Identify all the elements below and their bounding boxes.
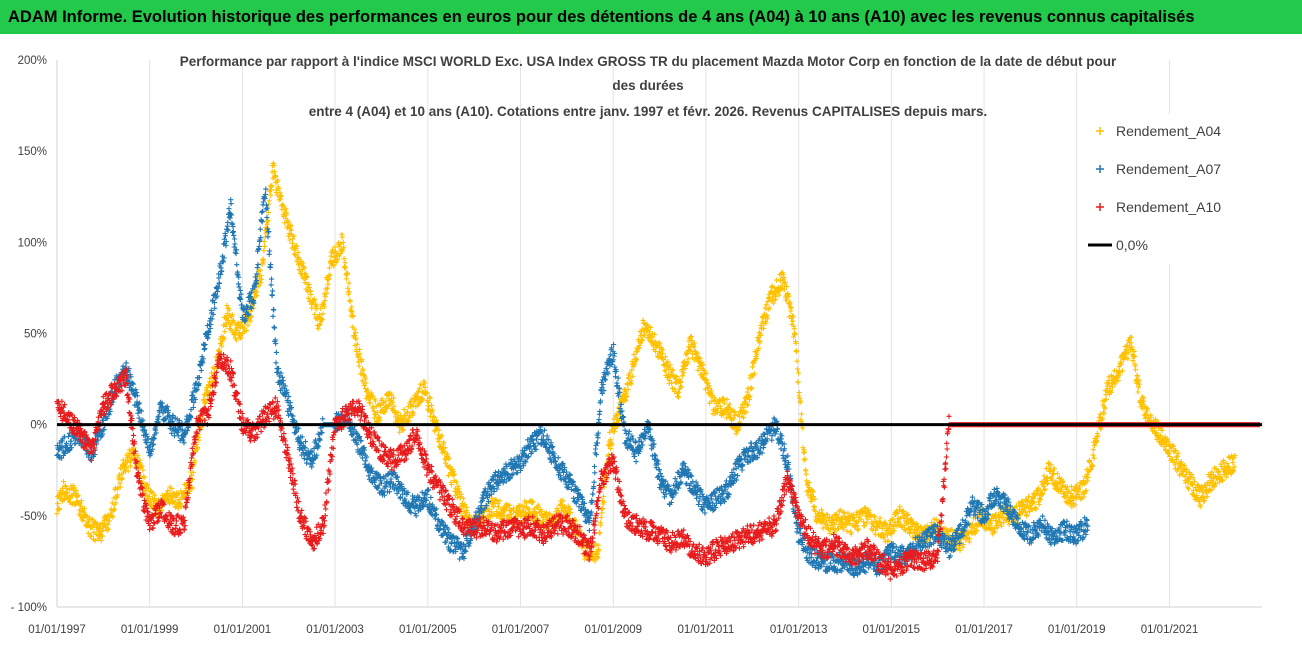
x-tick-labels: 01/01/1997 01/01/1999 01/01/2001 01/01/2003… — [28, 624, 1198, 636]
x-tick-label: 01/01/2001 — [214, 624, 272, 636]
legend-label: Rendement_A07 — [1116, 161, 1221, 177]
legend-label: Rendement_A04 — [1116, 123, 1221, 139]
x-tick-label: 01/01/2011 — [678, 624, 735, 636]
x-tick-label: 01/01/2009 — [584, 624, 642, 636]
legend: Rendement_A04 Rendement_A07 Rendement_A10 0… — [1080, 114, 1260, 264]
x-tick-label: 01/01/2005 — [399, 624, 457, 636]
y-tick-label: 150% — [18, 146, 47, 158]
legend-item: Rendement_A04 — [1096, 123, 1221, 139]
chart-title-line-3: entre 4 (A04) et 10 ans (A10). Cotations… — [309, 104, 988, 119]
x-tick-label: 01/01/2021 — [1141, 624, 1199, 636]
legend-plus-marker — [1096, 127, 1104, 135]
legend-item: Rendement_A07 — [1096, 161, 1221, 177]
chart-title-line-1: Performance par rapport à l'indice MSCI … — [180, 54, 1117, 69]
y-tick-label: - 100% — [11, 602, 47, 614]
legend-plus-marker — [1096, 165, 1104, 173]
gridlines — [56, 60, 1170, 607]
chart-title-line-2: des durées — [612, 78, 683, 93]
legend-label: 0,0% — [1116, 237, 1148, 253]
legend-item: 0,0% — [1088, 237, 1148, 253]
series-layer — [54, 160, 1263, 582]
y-tick-label: 0% — [30, 420, 47, 432]
chart: Performance par rapport à l'indice MSCI … — [11, 54, 1263, 636]
legend-item: Rendement_A10 — [1096, 199, 1221, 215]
x-tick-label: 01/01/2007 — [492, 624, 550, 636]
x-tick-label: 01/01/2017 — [955, 624, 1013, 636]
y-tick-label: -50% — [20, 511, 47, 523]
series-Rendement_A10 — [54, 351, 1263, 582]
series-markers — [54, 351, 1263, 582]
legend-plus-marker — [1096, 203, 1104, 211]
legend-label: Rendement_A10 — [1116, 199, 1221, 215]
y-tick-labels: - 100% -50% 0% 50% 100% 150% 200% — [11, 55, 47, 614]
x-tick-label: 01/01/2013 — [770, 624, 828, 636]
x-tick-label: 01/01/1999 — [121, 624, 179, 636]
x-tick-label: 01/01/2003 — [306, 624, 364, 636]
y-tick-label: 200% — [18, 55, 47, 67]
report-banner: ADAM Informe. Evolution historique des p… — [0, 0, 1302, 34]
x-tick-label: 01/01/1997 — [28, 624, 86, 636]
legend-box — [1080, 114, 1260, 264]
x-tick-label: 01/01/2019 — [1048, 624, 1106, 636]
y-tick-label: 100% — [18, 237, 47, 249]
y-tick-label: 50% — [24, 329, 47, 341]
x-tick-label: 01/01/2015 — [863, 624, 921, 636]
